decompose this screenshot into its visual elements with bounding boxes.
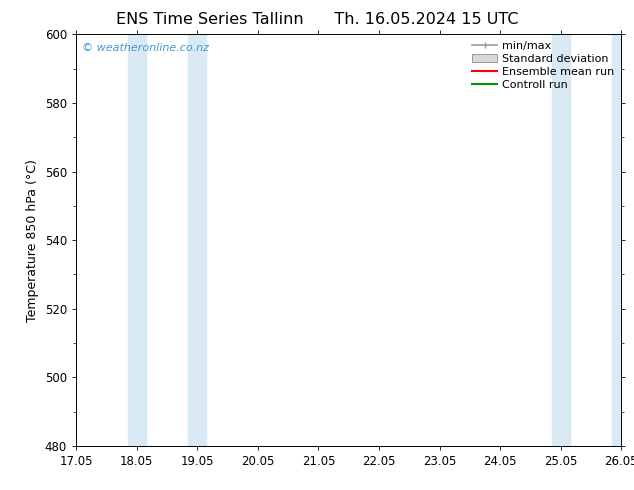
Bar <box>612 34 630 446</box>
Bar <box>188 34 206 446</box>
Bar <box>552 34 570 446</box>
Text: ENS Time Series Tallinn      Th. 16.05.2024 15 UTC: ENS Time Series Tallinn Th. 16.05.2024 1… <box>116 12 518 27</box>
Text: © weatheronline.co.nz: © weatheronline.co.nz <box>82 43 209 52</box>
Y-axis label: Temperature 850 hPa (°C): Temperature 850 hPa (°C) <box>26 159 39 321</box>
Bar <box>127 34 146 446</box>
Legend: min/max, Standard deviation, Ensemble mean run, Controll run: min/max, Standard deviation, Ensemble me… <box>469 38 618 93</box>
